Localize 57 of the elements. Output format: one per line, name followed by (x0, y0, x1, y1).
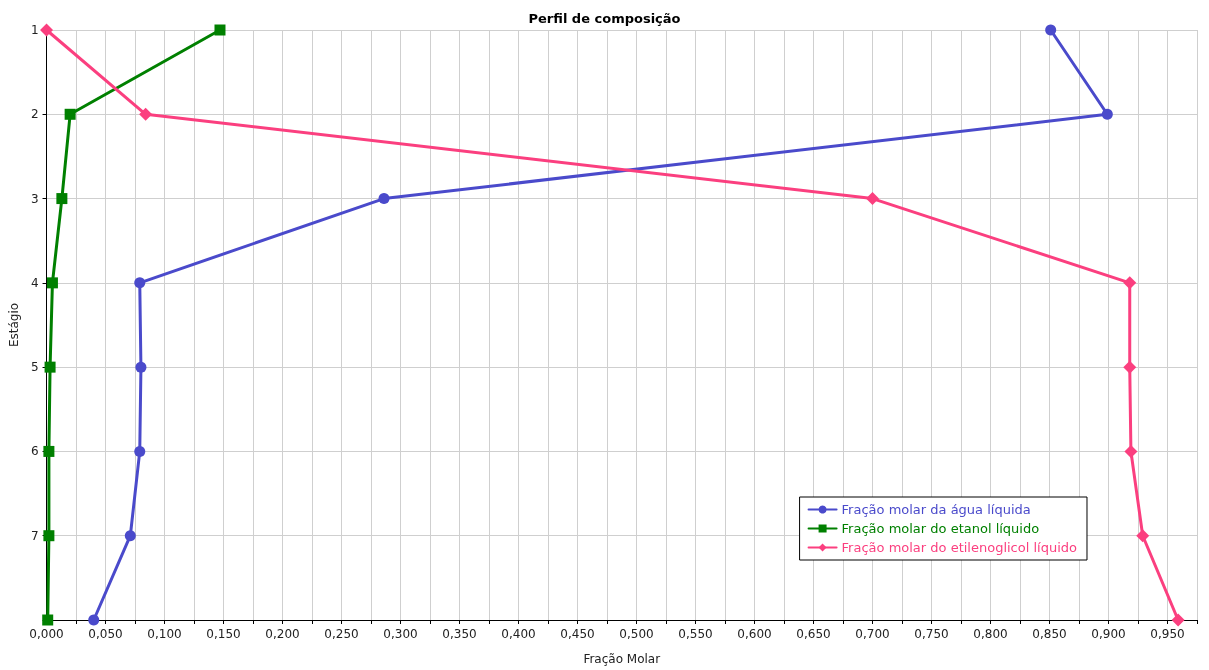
chart-title: Perfil de composição (528, 11, 681, 26)
x-tick-label: 0,000 (29, 627, 64, 641)
point (40, 23, 54, 37)
x-tick-label: 0,300 (383, 627, 418, 641)
point (1124, 444, 1138, 458)
point (43, 445, 55, 457)
x-tick-label: 0,100 (147, 627, 182, 641)
point (64, 108, 76, 120)
x-tick-label: 0,550 (678, 627, 713, 641)
point (1123, 360, 1137, 374)
y-tick-label: 5 (30, 360, 39, 375)
y-tick-label: 3 (30, 191, 39, 206)
x-tick-label: 0,700 (855, 627, 890, 641)
point (56, 193, 68, 205)
x-axis-title: Fração Molar (583, 652, 661, 666)
y-tick-label: 2 (30, 107, 39, 122)
x-tick-label: 0,400 (501, 627, 536, 641)
point (135, 361, 147, 373)
point (43, 530, 55, 542)
y-tick-label: 1 (30, 23, 39, 37)
point (88, 614, 100, 626)
point (214, 24, 226, 36)
x-tick-label: 0,950 (1150, 627, 1185, 641)
x-tick-label: 0,050 (88, 627, 123, 641)
y-tick-label: 4 (30, 275, 39, 290)
point (1123, 276, 1137, 290)
x-tick-label: 0,150 (206, 627, 241, 641)
point (1045, 24, 1057, 36)
point (139, 107, 153, 121)
point (1136, 529, 1150, 543)
point (134, 277, 146, 289)
x-tick-label: 0,500 (619, 627, 654, 641)
y-tick-label: 6 (30, 444, 39, 459)
point (378, 193, 390, 205)
legend-label: Fração molar da água líquida (841, 502, 1031, 517)
point (1171, 613, 1185, 627)
x-tick-label: 0,350 (442, 627, 477, 641)
x-tick-label: 0,250 (324, 627, 359, 641)
point (42, 614, 54, 626)
point (124, 530, 136, 542)
x-tick-label: 0,750 (914, 627, 949, 641)
x-tick-label: 0,650 (796, 627, 831, 641)
x-tick-label: 0,600 (737, 627, 772, 641)
y-axis-title: Estágio (7, 302, 21, 348)
point (46, 277, 58, 289)
x-tick-label: 0,200 (265, 627, 300, 641)
x-tick-label: 0,900 (1091, 627, 1126, 641)
point (134, 445, 146, 457)
x-tick-label: 0,450 (560, 627, 595, 641)
x-tick-label: 0,850 (1032, 627, 1067, 641)
legend-label: Fração molar do etanol líquido (841, 521, 1040, 536)
point (866, 192, 880, 206)
point (44, 361, 56, 373)
y-tick-label: 7 (30, 528, 39, 543)
point (1101, 108, 1113, 120)
x-tick-label: 0,800 (973, 627, 1008, 641)
legend-label: Fração molar do etilenoglicol líquido (841, 540, 1078, 555)
